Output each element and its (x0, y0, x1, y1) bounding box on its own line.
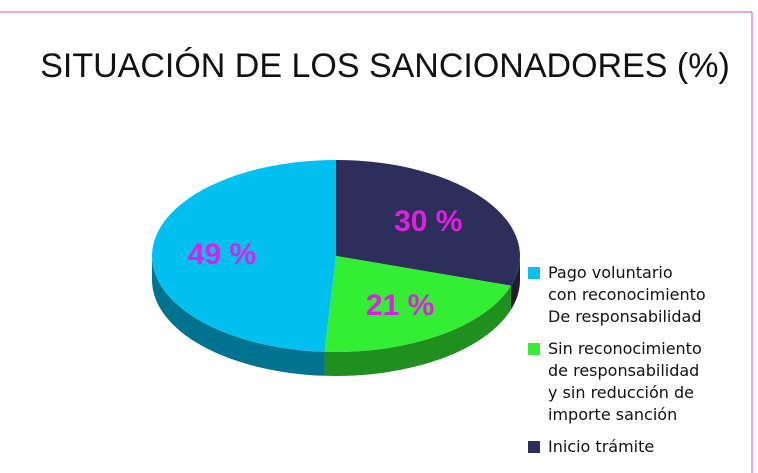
chart-title: SITUACIÓN DE LOS SANCIONADORES (%) (40, 47, 730, 85)
legend-swatch (528, 343, 540, 355)
legend-label: Sin reconocimiento de responsabilidad y … (548, 339, 702, 424)
slice-side (152, 256, 325, 376)
slice (336, 160, 520, 286)
legend-swatch (528, 441, 540, 453)
legend-label: Pago voluntario con reconocimiento De re… (548, 263, 706, 326)
slice-side (510, 256, 520, 310)
legend-swatch (528, 267, 540, 279)
slice-label: 30 % (394, 205, 462, 238)
legend-label: Inicio trámite (548, 437, 655, 456)
slice-label: 49 % (188, 238, 256, 271)
slice (324, 256, 511, 352)
slice-label: 21 % (366, 289, 434, 322)
slice (151, 160, 336, 352)
slice-side (324, 285, 511, 377)
